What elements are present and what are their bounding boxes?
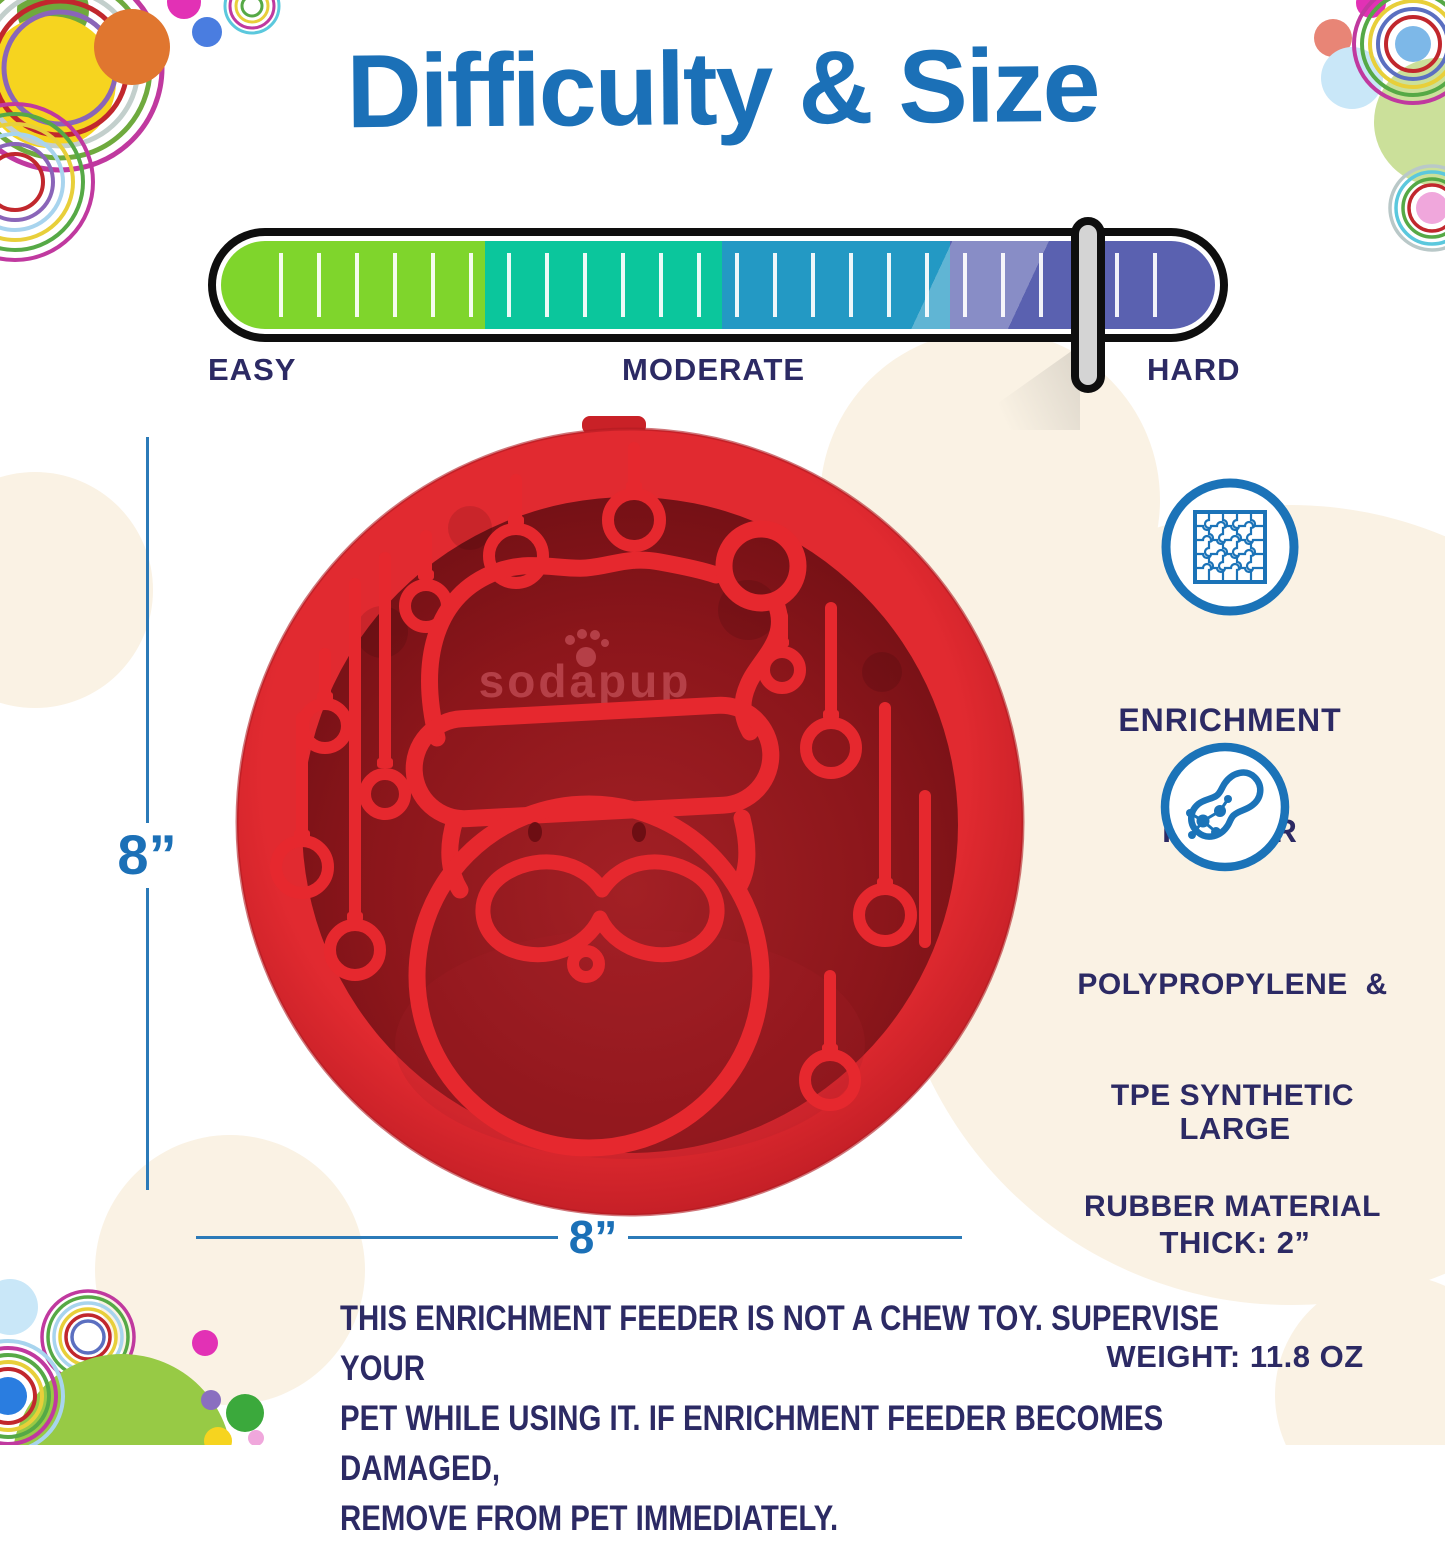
floor-recess-circles: [356, 506, 902, 692]
warning-line: PET WHILE USING IT. IF ENRICHMENT FEEDER…: [340, 1399, 1164, 1488]
decor-bottom-left: [0, 1279, 264, 1445]
paw-print-icon: [565, 629, 609, 667]
santa-face-design: [405, 520, 807, 1157]
warning-line: REMOVE FROM PET IMMEDIATELY.: [340, 1499, 839, 1538]
santa-hat-pompom: [715, 520, 807, 612]
embossed-logo: sodapup: [479, 629, 688, 707]
height-dimension-line-bottom: [146, 888, 149, 1190]
spec-thickness: THICK: 2”: [1159, 1225, 1311, 1260]
meter-label-moderate: MODERATE: [622, 352, 806, 387]
difficulty-track: [221, 241, 1215, 329]
width-dimension-line-right: [628, 1236, 962, 1239]
width-dimension-line-left: [196, 1236, 558, 1239]
santa-beard: [408, 795, 770, 1157]
feature-label-material: POLYPROPYLENE & TPE SYNTHETIC RUBBER MAT…: [1045, 892, 1420, 1262]
feature-label-line: RUBBER MATERIAL: [1084, 1190, 1381, 1223]
height-dimension-label: 8”: [117, 823, 177, 886]
spec-weight: WEIGHT: 11.8 OZ: [1106, 1339, 1364, 1374]
decor-top-left: [0, 0, 281, 262]
santa-nose: [567, 945, 605, 983]
decor-top-right: [1314, 0, 1445, 252]
feature-label-line: ENRICHMENT: [1118, 702, 1342, 738]
meter-label-easy: EASY: [208, 352, 297, 387]
santa-eyes: [528, 822, 646, 842]
meter-ticks: [245, 253, 1191, 317]
size-specs: LARGE THICK: 2” WEIGHT: 11.8 OZ: [1075, 1034, 1395, 1414]
puzzle-icon: [1161, 478, 1299, 616]
difficulty-slider-handle: [1071, 217, 1106, 393]
feeder-product-image: sodapup: [235, 416, 1025, 1217]
feature-label-line: POLYPROPYLENE &: [1077, 968, 1388, 1001]
difficulty-meter: [208, 228, 1228, 342]
ornament-decorations: [270, 442, 931, 1111]
height-dimension-line-top: [146, 437, 149, 823]
feature-label-line: TPE SYNTHETIC: [1110, 1079, 1355, 1112]
page-title: Difficulty & Size: [346, 27, 1099, 151]
warning-line: THIS ENRICHMENT FEEDER IS NOT A CHEW TOY…: [340, 1299, 1219, 1388]
peanut-molecule-icon: [1160, 742, 1290, 872]
warning-text: THIS ENRICHMENT FEEDER IS NOT A CHEW TOY…: [340, 1294, 1247, 1544]
width-dimension-label: 8”: [568, 1211, 618, 1263]
spec-size: LARGE: [1179, 1111, 1291, 1146]
santa-mustache: [475, 854, 725, 963]
molecule-glyph: [1186, 795, 1232, 839]
meter-label-hard: HARD: [1147, 352, 1241, 387]
